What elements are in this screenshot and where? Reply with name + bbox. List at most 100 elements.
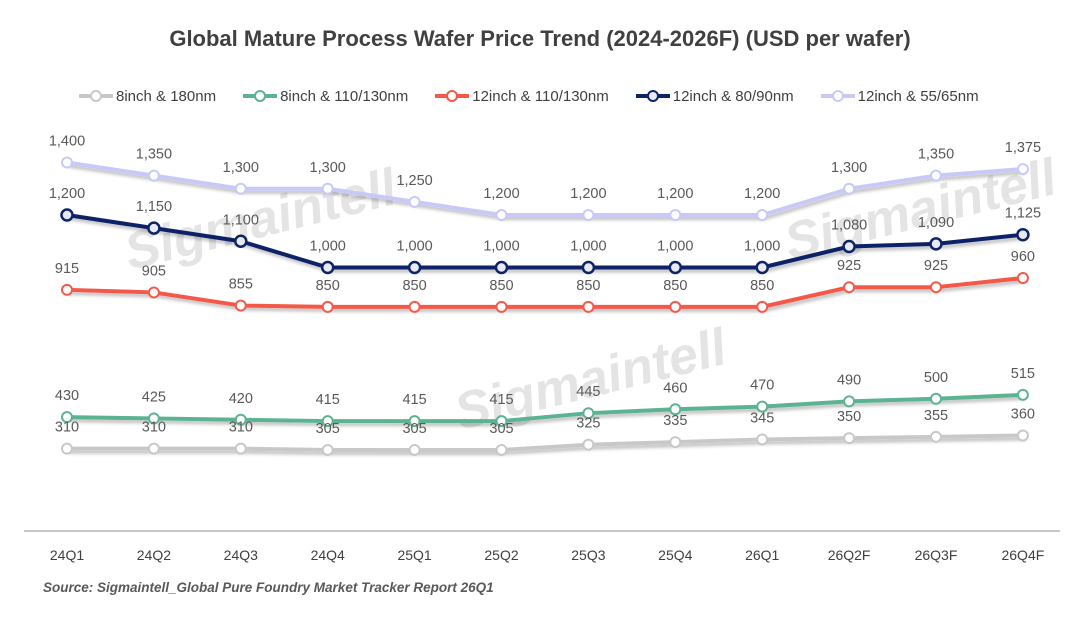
data-point (321, 300, 334, 313)
data-point (929, 237, 943, 251)
data-label: 1,375 (1005, 140, 1041, 156)
data-point (407, 260, 422, 275)
x-tick-label: 24Q1 (50, 547, 84, 563)
x-tick-label: 26Q3F (915, 547, 958, 563)
x-tick-label: 24Q3 (224, 547, 258, 563)
data-point (495, 443, 508, 456)
data-label: 905 (142, 263, 166, 279)
data-point (147, 221, 161, 235)
x-tick-label: 25Q3 (571, 547, 605, 563)
data-point (321, 182, 334, 195)
data-point (843, 182, 856, 195)
data-point (147, 412, 160, 425)
data-point (930, 281, 942, 294)
x-tick-label: 26Q4F (1001, 547, 1044, 563)
data-label: 1,000 (310, 239, 346, 255)
legend: 8inch & 180nm 8inch & 110/130nm 12inch & 1… (78, 86, 1005, 106)
data-label: 1,000 (657, 239, 693, 255)
data-label: 1,200 (483, 186, 519, 202)
data-point (321, 443, 334, 456)
data-point (320, 260, 335, 275)
data-point (147, 169, 160, 182)
data-label: 960 (1011, 249, 1035, 265)
data-point (756, 209, 769, 221)
data-label: 415 (402, 392, 426, 408)
legend-label: 8inch & 180nm (116, 87, 217, 105)
legend-item-8inch-110-130nm: 8inch & 110/130nm (242, 88, 408, 105)
legend-label: 8inch & 110/130nm (280, 87, 409, 105)
x-tick-label: 26Q2F (828, 547, 871, 563)
data-point (1016, 163, 1029, 176)
data-label: 1,080 (831, 218, 867, 234)
data-point (234, 442, 247, 455)
data-label: 1,200 (49, 186, 85, 202)
data-label: 515 (1011, 366, 1035, 382)
x-tick-label: 25Q2 (484, 547, 518, 563)
data-label: 420 (229, 391, 253, 407)
data-point (843, 395, 856, 408)
data-point (668, 260, 683, 275)
data-point (930, 169, 942, 182)
data-label: 310 (142, 420, 166, 436)
data-label: 350 (837, 409, 861, 425)
data-label: 360 (1011, 407, 1035, 423)
x-tick-label: 26Q1 (745, 547, 779, 563)
legend-item-12inch-80-90nm: 12inch & 80/90nm (635, 88, 794, 105)
data-label: 445 (576, 384, 600, 400)
data-label: 335 (663, 413, 687, 429)
data-label: 305 (489, 421, 513, 437)
data-point (408, 415, 421, 428)
data-label: 1,350 (136, 147, 172, 163)
data-point (147, 442, 160, 455)
data-point (234, 182, 247, 195)
data-label: 850 (750, 278, 774, 294)
data-point (61, 442, 73, 455)
data-label: 1,350 (918, 147, 954, 163)
data-point (756, 433, 769, 446)
series-12inch-55-65nm (61, 156, 1029, 221)
data-label: 1,100 (223, 212, 259, 228)
data-point (669, 436, 682, 449)
series-12inch-110-130nm (61, 272, 1029, 313)
data-point (582, 209, 595, 221)
data-label: 1,200 (657, 186, 693, 202)
data-point (930, 430, 942, 443)
data-point (582, 300, 595, 313)
data-point (60, 208, 74, 222)
data-label: 310 (55, 420, 79, 436)
data-label: 1,000 (570, 239, 606, 255)
data-label: 415 (489, 392, 513, 408)
data-point (1016, 388, 1029, 401)
data-label: 1,000 (396, 239, 432, 255)
data-label: 325 (576, 416, 600, 432)
data-label: 305 (316, 421, 340, 437)
data-point (842, 239, 856, 254)
data-label: 1,250 (396, 173, 432, 189)
data-point (755, 260, 769, 275)
data-label: 1,200 (744, 186, 780, 202)
data-point (234, 299, 247, 312)
data-label: 1,125 (1005, 206, 1041, 222)
data-label: 345 (750, 410, 774, 426)
series-8inch-110-130nm (61, 388, 1029, 428)
data-point (234, 234, 248, 248)
data-point (756, 400, 769, 413)
legend-label: 12inch & 55/65nm (857, 87, 979, 105)
data-point (1016, 429, 1029, 442)
x-tick-label: 25Q4 (658, 547, 692, 563)
data-label: 470 (750, 378, 774, 394)
legend-marker-icon (820, 90, 855, 102)
data-label: 1,000 (744, 239, 780, 255)
data-label: 305 (402, 421, 426, 437)
data-label: 925 (924, 258, 948, 274)
data-point (669, 209, 682, 221)
series-12inch-80-90nm (60, 208, 1030, 275)
series-line (66, 276, 1024, 309)
legend-label: 12inch & 80/90nm (672, 87, 794, 105)
data-label: 855 (229, 277, 253, 293)
series-line (66, 160, 1024, 217)
data-label: 850 (576, 278, 600, 294)
data-label: 310 (229, 420, 253, 436)
data-label: 915 (55, 261, 79, 277)
